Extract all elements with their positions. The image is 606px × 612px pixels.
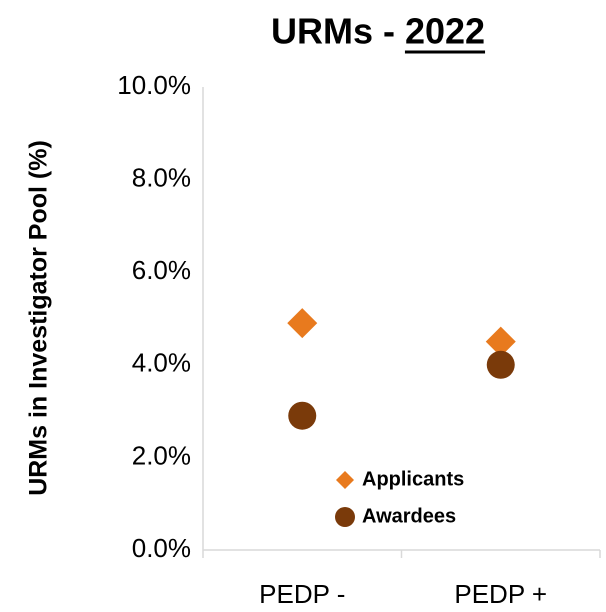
chart-title: URMs - 2022 — [271, 11, 485, 52]
x-tick-label: PEDP + — [454, 579, 547, 609]
data-point — [485, 326, 516, 357]
legend-marker — [335, 507, 355, 527]
legend-label: Awardees — [362, 505, 456, 527]
legend-marker — [336, 471, 354, 489]
y-tick-label: 10.0% — [117, 70, 191, 100]
y-tick-label: 8.0% — [132, 162, 191, 192]
data-point — [486, 350, 515, 379]
data-point — [288, 401, 317, 430]
data-point — [287, 308, 318, 339]
y-axis-label: URMs in Investigator Pool (%) — [25, 140, 53, 496]
y-tick-label: 6.0% — [132, 255, 191, 285]
x-tick-label: PEDP - — [259, 579, 345, 609]
legend-label: Applicants — [362, 468, 464, 490]
y-tick-label: 4.0% — [132, 348, 191, 378]
y-tick-label: 0.0% — [132, 533, 191, 563]
y-tick-label: 2.0% — [132, 440, 191, 470]
